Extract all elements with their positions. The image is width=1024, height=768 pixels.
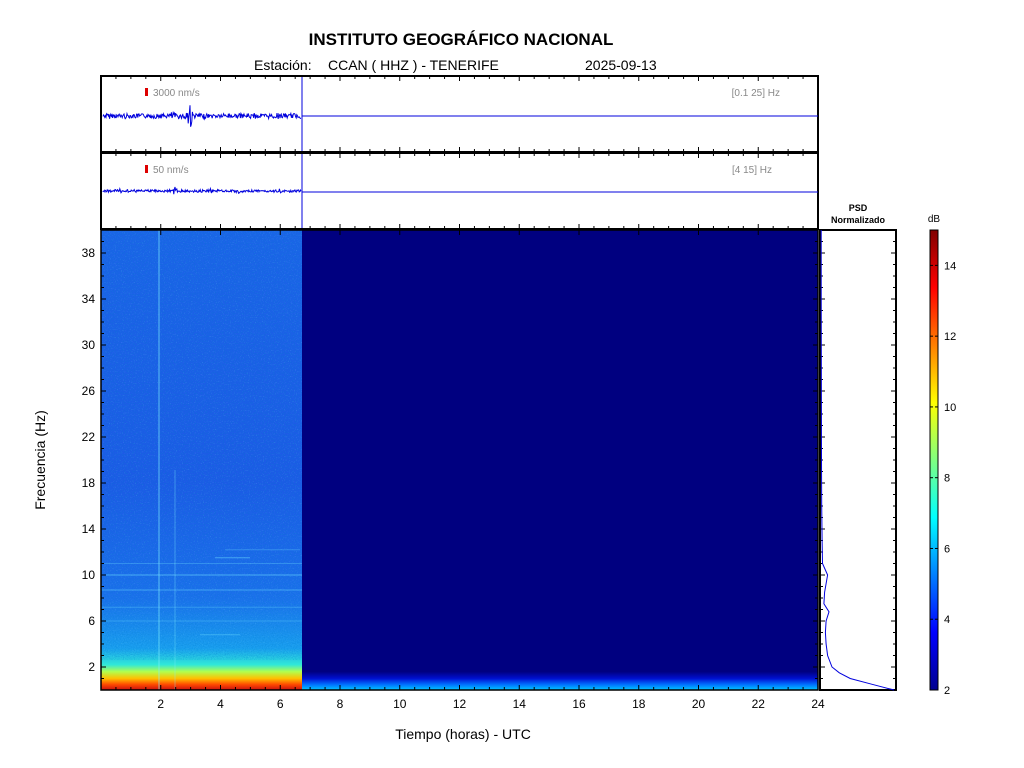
colorbar-tick-label: 8 xyxy=(944,473,950,485)
x-tick-label: 24 xyxy=(811,697,825,711)
x-tick-label: 22 xyxy=(752,697,766,711)
psd-title-line2: Normalizado xyxy=(831,215,886,225)
station-name: CCAN ( HHZ ) - TENERIFE xyxy=(328,57,499,73)
x-axis-label: Tiempo (horas) - UTC xyxy=(395,726,531,742)
y-tick-label: 38 xyxy=(82,246,96,260)
x-tick-label: 8 xyxy=(337,697,344,711)
y-tick-label: 26 xyxy=(82,384,96,398)
station-label: Estación: xyxy=(254,57,312,73)
trace-scale-label-1: 3000 nm/s xyxy=(153,88,200,99)
x-tick-label: 6 xyxy=(277,697,284,711)
y-tick-label: 10 xyxy=(82,568,96,582)
trace-panel-filtered: 50 nm/s [4 15] Hz xyxy=(100,152,819,230)
trace-ticks-2 xyxy=(115,153,819,229)
x-tick-label: 16 xyxy=(572,697,586,711)
scale-marker-1 xyxy=(145,88,148,96)
y-tick-label: 34 xyxy=(82,292,96,306)
x-tick-label: 2 xyxy=(157,697,164,711)
y-tick-label: 18 xyxy=(82,476,96,490)
x-tick-label: 10 xyxy=(393,697,407,711)
colorbar-tick-label: 2 xyxy=(944,685,950,697)
x-tick-label: 18 xyxy=(632,697,646,711)
y-tick-label: 22 xyxy=(82,430,96,444)
y-tick-label: 2 xyxy=(88,660,95,674)
figure-title: INSTITUTO GEOGRÁFICO NACIONAL xyxy=(309,30,614,49)
x-axis-ticks: 2 4 6 8 10 12 14 16 18 20 22 24 xyxy=(115,230,825,711)
y-tick-label: 14 xyxy=(82,522,96,536)
psd-title-line1: PSD xyxy=(849,203,868,213)
y-axis-label: Frecuencia (Hz) xyxy=(32,410,48,510)
colorbar-tick-label: 6 xyxy=(944,543,950,555)
x-tick-label: 12 xyxy=(453,697,467,711)
spectral-lines xyxy=(101,230,302,690)
psd-curve xyxy=(820,230,895,691)
colorbar-tick-label: 12 xyxy=(944,331,956,343)
colorbar-tick-label: 10 xyxy=(944,402,956,414)
colorbar-tick-label: 14 xyxy=(944,260,956,272)
scale-marker-2 xyxy=(145,165,148,173)
trace-band-label-2: [4 15] Hz xyxy=(732,165,772,176)
colorbar-unit: dB xyxy=(928,214,941,225)
date-label: 2025-09-13 xyxy=(585,57,657,73)
psd-panel: PSD Normalizado xyxy=(819,203,897,691)
seismic-trace-1 xyxy=(102,105,302,127)
trace-panel-broadband: 3000 nm/s [0.1 25] Hz xyxy=(100,75,819,153)
x-tick-label: 4 xyxy=(217,697,224,711)
y-tick-label: 30 xyxy=(82,338,96,352)
trace-scale-label-2: 50 nm/s xyxy=(153,165,189,176)
trace-ticks-1 xyxy=(115,76,819,152)
spectrogram-no-data-region xyxy=(302,230,818,690)
seismic-trace-2 xyxy=(102,186,302,195)
y-tick-label: 6 xyxy=(88,614,95,628)
spectrogram-noise-bright xyxy=(101,230,302,660)
trace-band-label-1: [0.1 25] Hz xyxy=(732,88,780,99)
colorbar-ticks: 2 4 6 8 10 12 14 xyxy=(930,260,956,697)
colorbar: dB 2 4 6 8 10 12 14 xyxy=(928,214,956,697)
x-tick-label: 14 xyxy=(513,697,527,711)
x-tick-label: 20 xyxy=(692,697,706,711)
colorbar-tick-label: 4 xyxy=(944,614,950,626)
